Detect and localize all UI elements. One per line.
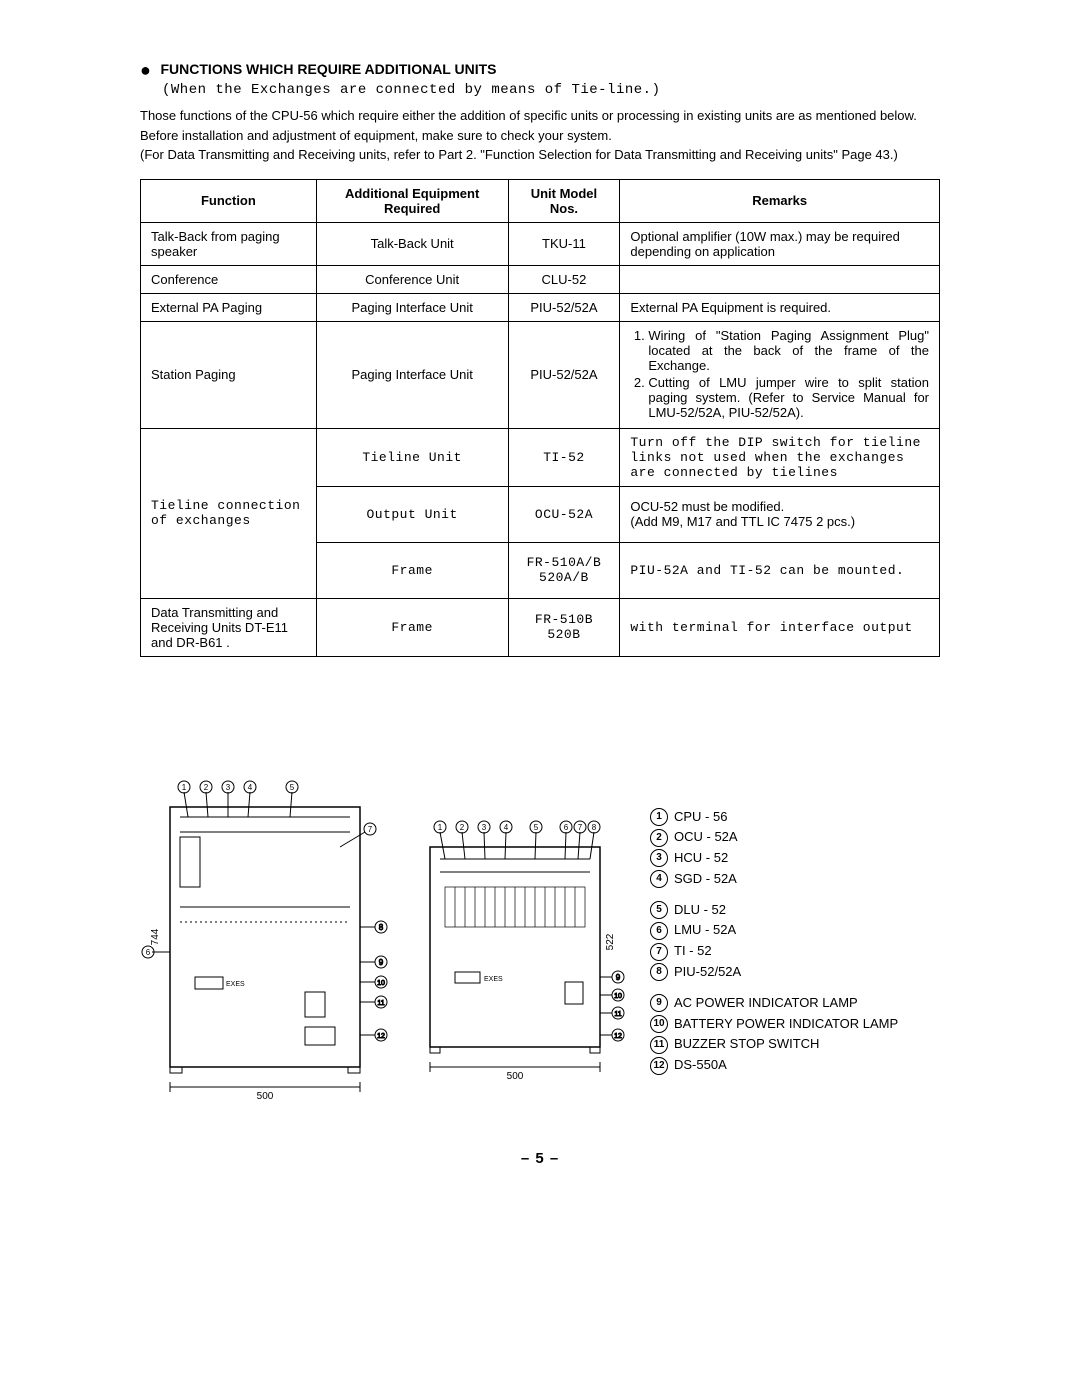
page-number: – 5 – — [140, 1150, 940, 1167]
legend-number-icon: 9 — [650, 994, 668, 1012]
svg-text:4: 4 — [248, 783, 253, 792]
svg-text:7: 7 — [578, 823, 583, 832]
legend-label: CPU - 56 — [674, 807, 727, 828]
section-subtitle: (When the Exchanges are connected by mea… — [162, 82, 660, 98]
table-row: Talk-Back from paging speakerTalk-Back U… — [141, 222, 940, 265]
section-header: ● FUNCTIONS WHICH REQUIRE ADDITIONAL UNI… — [140, 60, 940, 98]
svg-text:12: 12 — [377, 1033, 385, 1040]
table-row: Tieline connection of exchangesTieline U… — [141, 428, 940, 486]
svg-text:3: 3 — [226, 783, 231, 792]
svg-text:EXES: EXES — [484, 976, 503, 983]
intro-p2: (For Data Transmitting and Receiving uni… — [140, 145, 940, 165]
svg-text:7: 7 — [368, 825, 373, 834]
legend-item: 7 TI - 52 — [650, 941, 898, 962]
legend-label: TI - 52 — [674, 941, 712, 962]
legend-number-icon: 3 — [650, 849, 668, 867]
legend-label: AC POWER INDICATOR LAMP — [674, 993, 858, 1014]
svg-text:4: 4 — [504, 823, 509, 832]
legend-label: OCU - 52A — [674, 827, 738, 848]
svg-text:9: 9 — [616, 973, 621, 982]
svg-text:8: 8 — [379, 923, 384, 932]
svg-text:10: 10 — [377, 980, 385, 987]
legend-label: DS-550A — [674, 1055, 727, 1076]
th-function: Function — [141, 179, 317, 222]
legend-number-icon: 11 — [650, 1036, 668, 1054]
legend-label: BATTERY POWER INDICATOR LAMP — [674, 1014, 898, 1035]
diagram-area: 1 2 3 4 5 7 6 8 9 10 11 — [140, 777, 940, 1110]
svg-text:1: 1 — [438, 823, 443, 832]
th-equip: Additional Equipment Required — [316, 179, 508, 222]
legend-item: 5 DLU - 52 — [650, 900, 898, 921]
legend-label: HCU - 52 — [674, 848, 728, 869]
legend-number-icon: 6 — [650, 922, 668, 940]
svg-text:11: 11 — [614, 1011, 621, 1018]
svg-text:3: 3 — [482, 823, 487, 832]
table-row: Station PagingPaging Interface UnitPIU-5… — [141, 321, 940, 428]
svg-text:500: 500 — [257, 1091, 274, 1102]
legend-number-icon: 1 — [650, 808, 668, 826]
legend-item: 8 PIU-52/52A — [650, 962, 898, 983]
svg-text:12: 12 — [614, 1033, 622, 1040]
legend-label: SGD - 52A — [674, 869, 737, 890]
legend-item: 6 LMU - 52A — [650, 920, 898, 941]
legend: 1CPU - 562OCU - 52A3HCU - 524SGD - 52A5D… — [650, 807, 898, 1087]
svg-text:522: 522 — [605, 933, 616, 950]
functions-table: Function Additional Equipment Required U… — [140, 179, 940, 657]
table-row: External PA PagingPaging Interface UnitP… — [141, 293, 940, 321]
intro-p1: Those functions of the CPU-56 which requ… — [140, 106, 940, 145]
svg-text:6: 6 — [146, 948, 151, 957]
svg-text:1: 1 — [182, 783, 187, 792]
svg-text:8: 8 — [592, 823, 597, 832]
svg-text:10: 10 — [614, 993, 622, 1000]
legend-item: 11 BUZZER STOP SWITCH — [650, 1034, 898, 1055]
legend-item: 2 OCU - 52A — [650, 827, 898, 848]
legend-number-icon: 10 — [650, 1015, 668, 1033]
section-title: FUNCTIONS WHICH REQUIRE ADDITIONAL UNITS — [161, 61, 497, 77]
svg-text:6: 6 — [564, 823, 569, 832]
svg-text:5: 5 — [534, 823, 539, 832]
legend-number-icon: 8 — [650, 963, 668, 981]
table-row: Data Transmitting and Receiving Units DT… — [141, 598, 940, 656]
svg-text:2: 2 — [460, 823, 465, 832]
th-remarks: Remarks — [620, 179, 940, 222]
table-row: ConferenceConference UnitCLU-52 — [141, 265, 940, 293]
legend-item: 12 DS-550A — [650, 1055, 898, 1076]
legend-item: 9 AC POWER INDICATOR LAMP — [650, 993, 898, 1014]
svg-text:500: 500 — [507, 1071, 524, 1082]
legend-item: 1 CPU - 56 — [650, 807, 898, 828]
legend-label: PIU-52/52A — [674, 962, 741, 983]
diagram-left: 1 2 3 4 5 7 6 8 9 10 11 — [140, 777, 390, 1110]
legend-number-icon: 12 — [650, 1057, 668, 1075]
legend-label: LMU - 52A — [674, 920, 736, 941]
svg-text:744: 744 — [150, 928, 161, 945]
diagram-right: 1 2 3 4 5 6 7 8 EXES — [410, 777, 630, 1110]
legend-item: 4 SGD - 52A — [650, 869, 898, 890]
legend-number-icon: 5 — [650, 901, 668, 919]
svg-text:5: 5 — [290, 783, 295, 792]
svg-text:2: 2 — [204, 783, 209, 792]
bullet-icon: ● — [140, 60, 151, 80]
th-model: Unit Model Nos. — [508, 179, 620, 222]
legend-item: 3 HCU - 52 — [650, 848, 898, 869]
intro-text: Those functions of the CPU-56 which requ… — [140, 106, 940, 165]
legend-number-icon: 4 — [650, 870, 668, 888]
legend-number-icon: 2 — [650, 829, 668, 847]
svg-text:11: 11 — [377, 1000, 384, 1007]
legend-label: DLU - 52 — [674, 900, 726, 921]
svg-text:9: 9 — [379, 958, 384, 967]
legend-item: 10 BATTERY POWER INDICATOR LAMP — [650, 1014, 898, 1035]
legend-label: BUZZER STOP SWITCH — [674, 1034, 819, 1055]
legend-number-icon: 7 — [650, 943, 668, 961]
svg-text:EXES: EXES — [226, 981, 245, 988]
